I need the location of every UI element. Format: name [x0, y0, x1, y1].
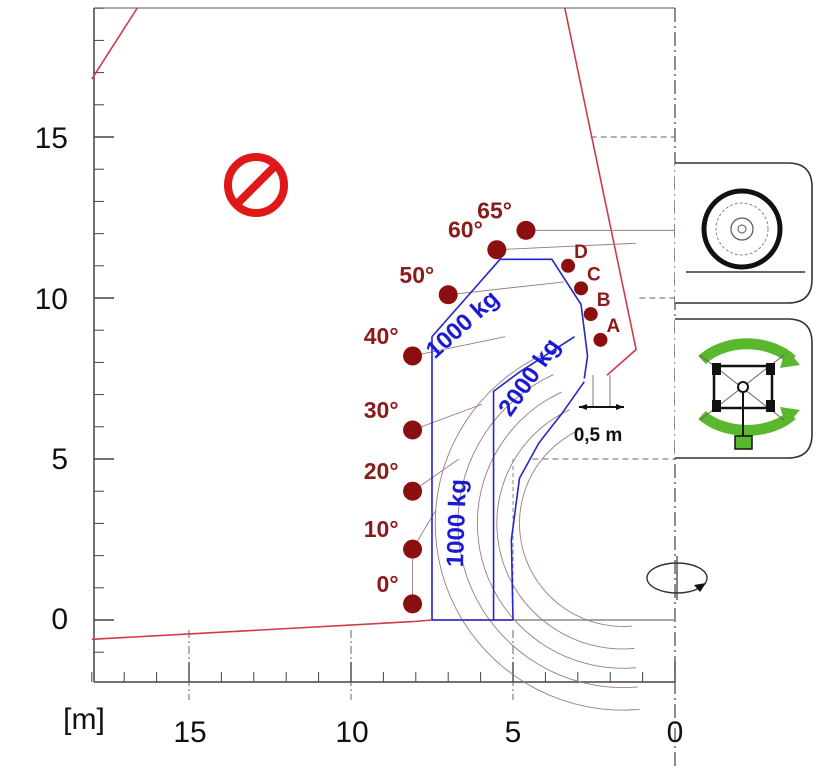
minor-ticks — [91, 7, 644, 682]
steering-icon — [698, 338, 800, 450]
extension-label: B — [597, 290, 611, 311]
angle-marker — [516, 220, 536, 240]
boom-radial — [448, 281, 564, 296]
angle-marker — [403, 539, 423, 559]
angle-marker — [403, 420, 423, 440]
scale-bar: 0,5 m — [574, 375, 624, 446]
major-ticks — [94, 136, 676, 682]
angle-marker — [438, 285, 458, 305]
scale-bar-label: 0,5 m — [574, 425, 623, 446]
reach-envelope — [91, 7, 637, 641]
angle-marker — [403, 346, 423, 366]
angle-label: 30° — [364, 397, 399, 423]
angle-marker — [487, 240, 507, 260]
load-zone-label: 1000 kg — [421, 285, 505, 364]
load-zone-inner-edge — [510, 381, 585, 621]
angle-label: 0° — [377, 571, 399, 597]
envelope-lower-edge — [91, 619, 433, 641]
x-axis-label: [m] — [63, 703, 105, 736]
load-zone-outer — [431, 258, 589, 620]
angle-label: 10° — [364, 516, 399, 542]
no-entry-icon — [224, 153, 288, 217]
extension-marker — [561, 258, 576, 273]
y-tick-label-15: 15 — [35, 122, 68, 155]
y-tick-label-5: 5 — [51, 443, 68, 476]
angle-label: 40° — [364, 323, 399, 349]
boom-arc — [519, 429, 633, 627]
load-zone-label: 2000 kg — [493, 334, 566, 422]
x-tick-label-0: 0 — [667, 716, 684, 749]
angle-label: 20° — [364, 458, 399, 484]
x-tick-label-15: 15 — [173, 716, 206, 749]
boom-radial — [496, 242, 636, 251]
angle-marker — [403, 481, 423, 501]
angle-label: 65° — [477, 197, 512, 223]
boom-arc — [476, 391, 636, 669]
angle-markers: 0° 10° 20° 30° 40° 50° 60° 65° — [364, 197, 536, 614]
extension-marker — [583, 307, 598, 322]
x-tick-label-5: 5 — [505, 716, 522, 749]
extension-label: C — [587, 264, 601, 285]
extension-marker — [574, 281, 589, 296]
envelope-right-edge — [564, 8, 637, 376]
wheel-icon — [686, 188, 805, 273]
extension-markers: A B C D — [561, 242, 620, 347]
boom-arc — [496, 409, 635, 650]
angle-label: 50° — [399, 262, 434, 288]
angle-label: 60° — [448, 217, 483, 243]
boom-radial — [412, 403, 483, 431]
boom-arc — [457, 374, 638, 689]
load-zone-label: 1000 kg — [442, 479, 472, 568]
rotation-arrow-icon — [646, 556, 708, 600]
y-tick-label-0: 0 — [51, 603, 68, 636]
envelope-upper-edge — [91, 7, 138, 80]
extension-marker — [593, 332, 608, 347]
y-tick-label-10: 10 — [35, 283, 68, 316]
load-zones — [431, 258, 589, 621]
angle-marker — [403, 594, 423, 614]
load-zone-inner — [492, 335, 575, 620]
extension-label: A — [606, 316, 620, 337]
boom-radial — [412, 336, 506, 357]
boom-arc — [434, 353, 640, 711]
x-tick-label-10: 10 — [335, 716, 368, 749]
extension-label: D — [574, 242, 588, 263]
